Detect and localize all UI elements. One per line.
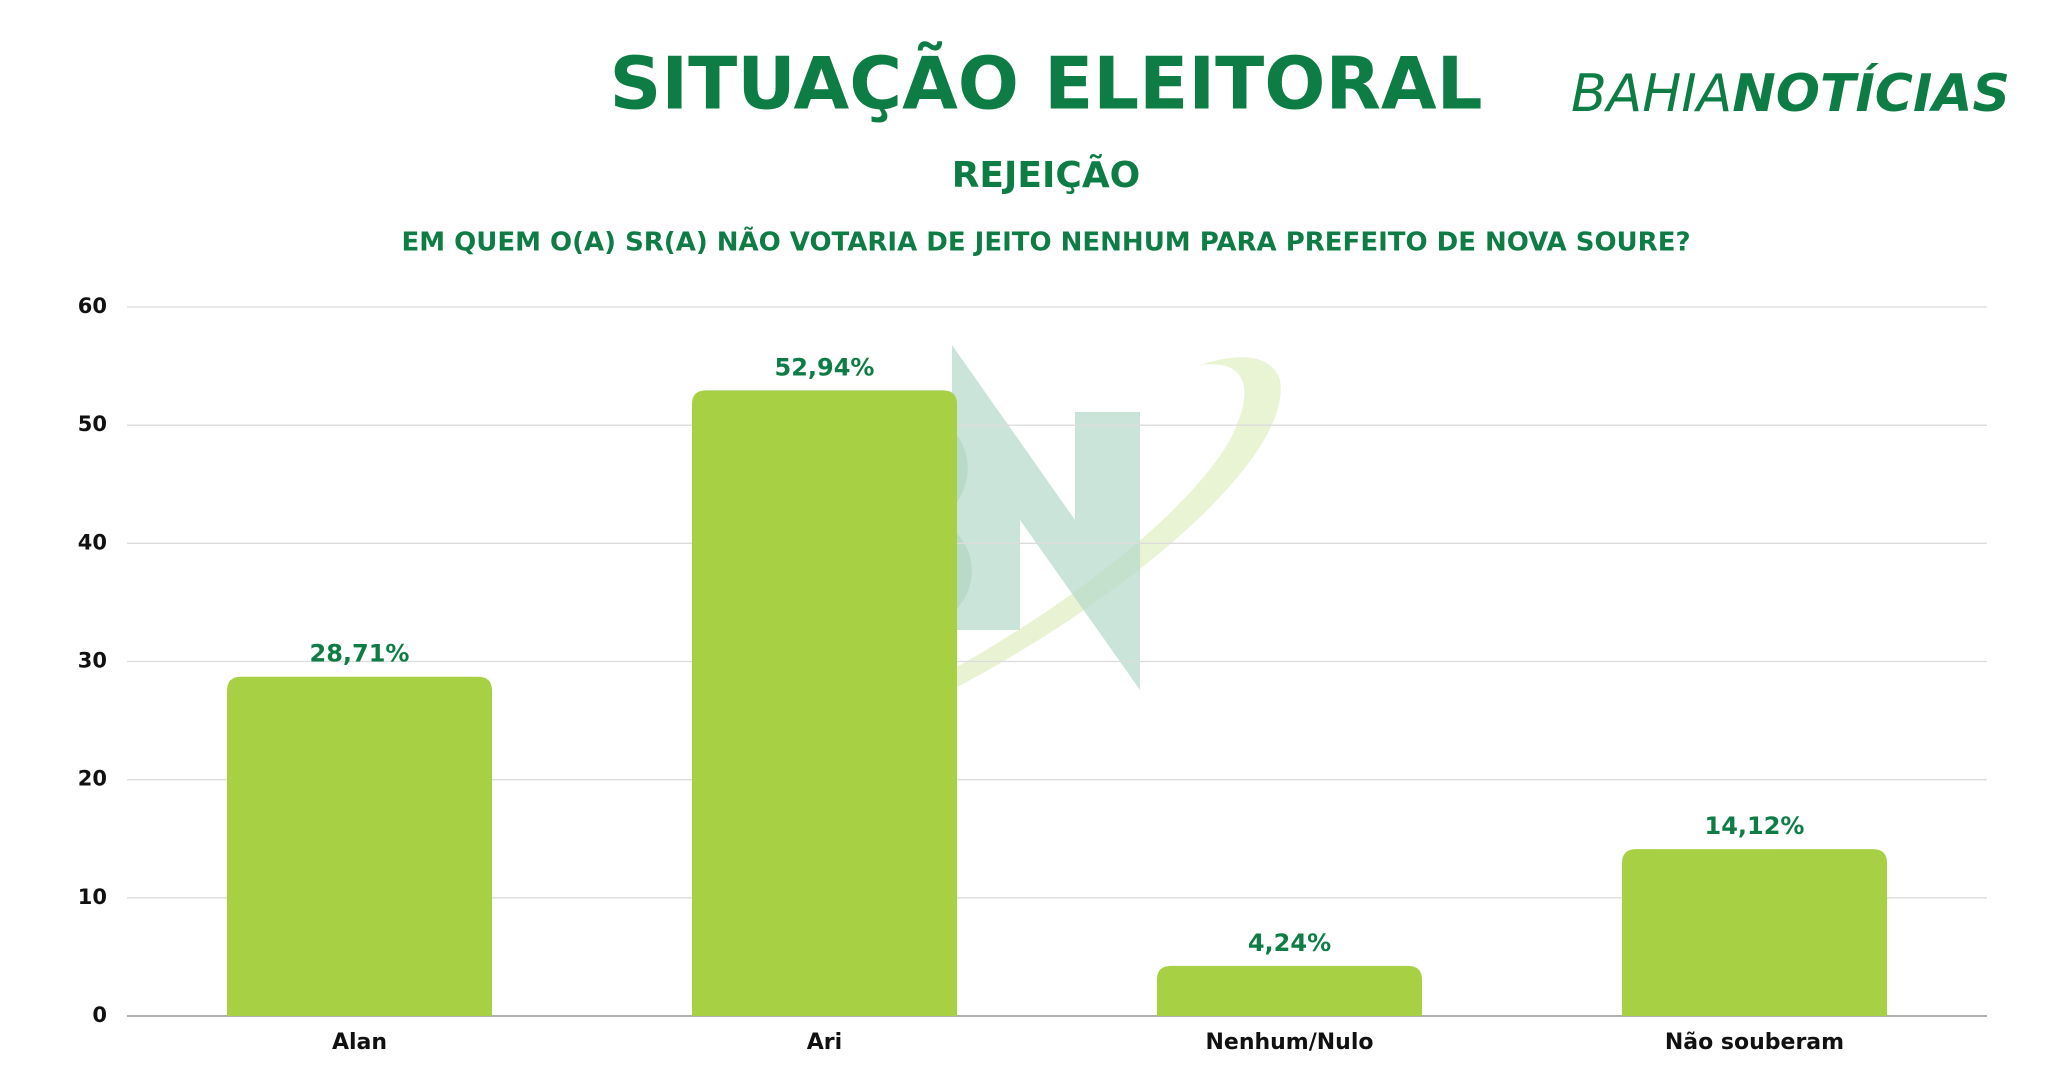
y-tick-label: 10 — [78, 885, 107, 909]
y-tick-label: 0 — [92, 1003, 107, 1027]
y-tick-label: 40 — [78, 530, 107, 554]
chart-title: SITUAÇÃO ELEITORAL — [610, 42, 1483, 126]
bar — [226, 676, 493, 1016]
watermark-n — [952, 345, 1140, 690]
bar — [1156, 965, 1423, 1016]
value-label: 28,71% — [310, 640, 410, 668]
y-tick-label: 20 — [78, 767, 107, 791]
question: EM QUEM O(A) SR(A) NÃO VOTARIA DE JEITO … — [401, 226, 1690, 258]
y-tick-label: 30 — [78, 649, 107, 673]
logo-first: BAHIA — [1571, 64, 1732, 124]
logo: BAHIANOTÍCIAS — [1571, 63, 2010, 124]
value-label: 14,12% — [1705, 812, 1805, 840]
value-label: 52,94% — [775, 353, 875, 381]
bar — [691, 390, 958, 1016]
value-label: 4,24% — [1248, 929, 1331, 957]
x-tick-label: Alan — [332, 1030, 387, 1055]
x-tick-label: Ari — [807, 1030, 842, 1055]
chart-subtitle: REJEIÇÃO — [952, 154, 1141, 196]
y-tick-label: 50 — [78, 412, 107, 436]
logo-second: NOTÍCIAS — [1732, 63, 2010, 124]
x-tick-label: Nenhum/Nulo — [1205, 1030, 1373, 1055]
x-tick-label: Não souberam — [1665, 1030, 1844, 1055]
bar — [1621, 849, 1888, 1016]
y-tick-label: 60 — [78, 294, 107, 318]
